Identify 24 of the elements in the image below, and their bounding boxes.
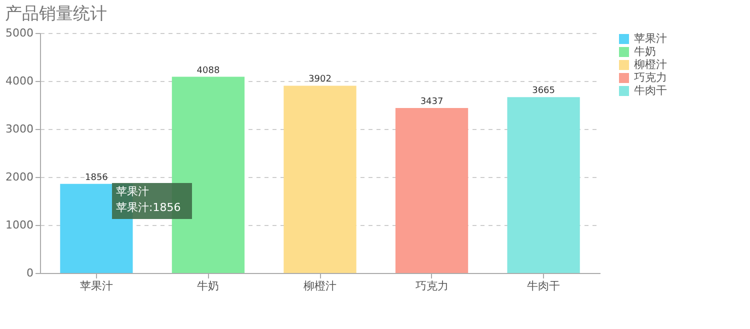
annotation: 苹果汁:1856 [116, 201, 181, 214]
y-tick-label: 4000 [6, 74, 34, 88]
legend-label: 牛奶 [634, 45, 656, 58]
data-label: 1856 [84, 172, 108, 183]
y-tick-label: 1000 [6, 218, 34, 232]
legend-label: 柳橙汁 [634, 58, 667, 71]
x-tick-label: 巧克力 [415, 280, 448, 292]
chart-title: 产品销量统计 [5, 4, 108, 24]
x-tick-label: 牛奶 [197, 280, 220, 292]
x-tick-label: 牛肉干 [527, 280, 560, 292]
data-label: 3665 [532, 86, 556, 96]
legend-label: 牛肉干 [634, 84, 667, 97]
annotation: 苹果汁 [116, 185, 149, 198]
data-label: 3902 [308, 74, 332, 85]
legend-label: 苹果汁 [634, 32, 667, 45]
y-tick-label: 5000 [6, 26, 34, 40]
data-label: 3437 [420, 97, 444, 108]
x-tick-label: 苹果汁 [80, 280, 113, 292]
data-label: 4088 [196, 66, 220, 76]
y-tick-label: 2000 [6, 170, 34, 184]
y-tick-label: 3000 [6, 122, 34, 136]
x-tick-label: 柳橙汁 [304, 280, 336, 292]
legend-label: 巧克力 [634, 71, 667, 84]
y-tick-label: 0 [26, 266, 34, 280]
